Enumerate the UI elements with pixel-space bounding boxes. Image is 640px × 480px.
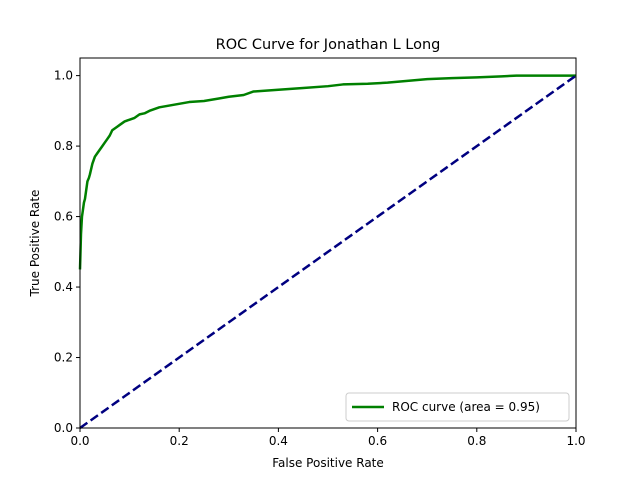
series-layer (78, 74, 577, 430)
x-tick-label: 0.4 (269, 434, 288, 448)
x-axis-label: False Positive Rate (272, 456, 384, 470)
plot-area (78, 57, 577, 430)
y-tick-label: 0.0 (54, 421, 73, 435)
y-tick-label: 0.8 (54, 139, 73, 153)
y-tick-label: 0.2 (54, 351, 73, 365)
legend: ROC curve (area = 0.95) (345, 392, 570, 422)
x-tick-label: 1.0 (566, 434, 585, 448)
plot-frame (79, 57, 577, 429)
x-tick-label: 0.0 (70, 434, 89, 448)
chart-title: ROC Curve for Jonathan L Long (216, 37, 441, 53)
diagonal-reference-line (79, 74, 577, 430)
x-tick-label: 0.8 (467, 434, 486, 448)
y-tick-label: 0.6 (54, 210, 73, 224)
legend-box (345, 392, 570, 422)
y-axis-ticks: 0.0 0.2 0.4 0.6 0.8 1.0 (54, 69, 80, 435)
roc-curve-line (78, 74, 576, 270)
x-tick-label: 0.6 (368, 434, 387, 448)
y-axis-label: True Positive Rate (28, 190, 42, 298)
y-tick-label: 0.4 (54, 280, 73, 294)
y-tick-label: 1.0 (54, 69, 73, 83)
x-axis-ticks: 0.0 0.2 0.4 0.6 0.8 1.0 (70, 428, 586, 448)
legend-label-roc: ROC curve (area = 0.95) (392, 400, 540, 414)
x-tick-label: 0.2 (170, 434, 189, 448)
